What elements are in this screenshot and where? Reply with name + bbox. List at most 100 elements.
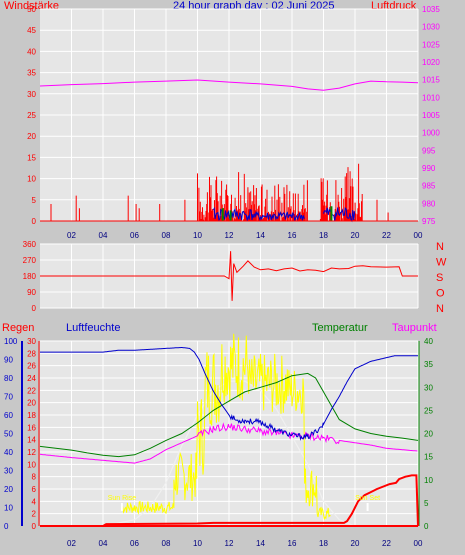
wind-x-tick-label: 18 xyxy=(319,231,328,240)
temperature-tick-label: 40 xyxy=(424,337,433,346)
wind-average-marks xyxy=(221,206,333,221)
rain-tick-label: 24 xyxy=(27,374,36,383)
wind-x-tick-label: 20 xyxy=(351,231,360,240)
humidity-tick-label: 100 xyxy=(4,337,18,346)
temperature-tick-label: 25 xyxy=(424,406,433,415)
wind-tick-label: 5 xyxy=(32,196,37,205)
humidity-tick-label: 90 xyxy=(4,356,13,365)
rain-tick-label: 6 xyxy=(32,485,37,494)
rain-tick-label: 4 xyxy=(32,497,37,506)
wind-x-tick-label: 22 xyxy=(382,231,391,240)
humidity-tick-label: 0 xyxy=(4,522,9,531)
temperature-tick-label: 30 xyxy=(424,383,433,392)
climate-x-tick-label: 16 xyxy=(288,539,297,548)
climate-x-tick-label: 12 xyxy=(225,539,234,548)
pressure-tick-label: 1030 xyxy=(422,23,440,32)
temperature-tick-label: 20 xyxy=(424,430,433,439)
pressure-tick-label: 1000 xyxy=(422,129,440,138)
rain-tick-label: 10 xyxy=(27,460,36,469)
wind-x-tick-label: 04 xyxy=(99,231,108,240)
wind-x-tick-label: 06 xyxy=(130,231,139,240)
direction-tick-label: 90 xyxy=(27,288,36,297)
humidity-tick-label: 10 xyxy=(4,504,13,513)
pressure-tick-label: 975 xyxy=(422,217,436,226)
compass-label: N xyxy=(436,303,444,315)
solar-line xyxy=(121,333,331,521)
rain-line xyxy=(40,474,419,527)
compass-label: N xyxy=(436,241,444,253)
wind-tick-label: 15 xyxy=(27,153,36,162)
wind-tick-label: 50 xyxy=(27,5,36,14)
wind-x-tick-label: 02 xyxy=(67,231,76,240)
temperature-label: Temperatur xyxy=(312,322,368,334)
wind-tick-label: 30 xyxy=(27,90,36,99)
rain-tick-label: 16 xyxy=(27,423,36,432)
wind-x-tick-label: 10 xyxy=(193,231,202,240)
temperature-tick-label: 5 xyxy=(424,499,429,508)
climate-x-tick-label: 14 xyxy=(256,539,265,548)
rain-tick-label: 28 xyxy=(27,349,36,358)
humidity-tick-label: 40 xyxy=(4,448,13,457)
direction-tick-label: 270 xyxy=(23,256,37,265)
temperature-tick-label: 35 xyxy=(424,360,433,369)
rain-tick-label: 0 xyxy=(32,522,37,531)
pressure-tick-label: 1025 xyxy=(422,40,440,49)
rain-tick-label: 30 xyxy=(27,337,36,346)
humidity-tick-label: 50 xyxy=(4,430,13,439)
direction-line xyxy=(40,251,418,301)
rain-label: Regen xyxy=(2,322,34,334)
wind-gust-line xyxy=(212,206,356,223)
humidity-tick-label: 70 xyxy=(4,393,13,402)
uv-line xyxy=(102,380,418,527)
wind-tick-label: 35 xyxy=(27,69,36,78)
humidity-tick-label: 80 xyxy=(4,374,13,383)
rain-tick-label: 2 xyxy=(32,510,37,519)
wind-tick-label: 45 xyxy=(27,26,36,35)
climate-x-tick-label: 00 xyxy=(414,539,423,548)
climate-x-tick-label: 18 xyxy=(319,539,328,548)
rain-tick-label: 12 xyxy=(27,448,36,457)
wind-tick-label: 25 xyxy=(27,111,36,120)
wind-tick-label: 0 xyxy=(32,217,37,226)
climate-x-tick-label: 06 xyxy=(130,539,139,548)
wind-x-tick-label: 16 xyxy=(288,231,297,240)
temperature-tick-label: 10 xyxy=(424,476,433,485)
wind-tick-label: 20 xyxy=(27,132,36,141)
pressure-tick-label: 1015 xyxy=(422,76,440,85)
rain-tick-label: 20 xyxy=(27,399,36,408)
dewpoint-line xyxy=(39,422,418,464)
compass-label: S xyxy=(436,272,443,284)
rain-tick-label: 22 xyxy=(27,386,36,395)
dewpoint-label: Taupunkt xyxy=(392,322,437,334)
wind-x-tick-label: 12 xyxy=(225,231,234,240)
compass-label: W xyxy=(436,257,447,269)
climate-x-tick-label: 20 xyxy=(351,539,360,548)
pressure-tick-label: 980 xyxy=(422,199,436,208)
wind-x-tick-label: 08 xyxy=(162,231,171,240)
temperature-tick-label: 15 xyxy=(424,453,433,462)
sunrise-label: Sun Rise xyxy=(108,495,137,502)
pressure-tick-label: 1010 xyxy=(422,93,440,102)
pressure-tick-label: 990 xyxy=(422,164,436,173)
pressure-tick-label: 1005 xyxy=(422,111,440,120)
rain-tick-label: 18 xyxy=(27,411,36,420)
pressure-line xyxy=(39,79,419,91)
wind-tick-label: 40 xyxy=(27,47,36,56)
pressure-tick-label: 995 xyxy=(422,146,436,155)
temperature-tick-label: 0 xyxy=(424,522,429,531)
wind-tick-label: 10 xyxy=(27,175,36,184)
direction-tick-label: 0 xyxy=(32,304,37,313)
climate-x-tick-label: 02 xyxy=(67,539,76,548)
climate-x-tick-label: 10 xyxy=(193,539,202,548)
wind-x-tick-label: 00 xyxy=(414,231,423,240)
rain-tick-label: 14 xyxy=(27,436,36,445)
sunset-label: Sun Set xyxy=(355,495,380,502)
pressure-tick-label: 1035 xyxy=(422,5,440,14)
direction-tick-label: 360 xyxy=(23,240,37,249)
climate-x-tick-label: 08 xyxy=(162,539,171,548)
compass-label: O xyxy=(436,288,445,300)
rain-tick-label: 8 xyxy=(32,473,37,482)
climate-x-tick-label: 22 xyxy=(382,539,391,548)
humidity-label: Luftfeuchte xyxy=(66,322,120,334)
